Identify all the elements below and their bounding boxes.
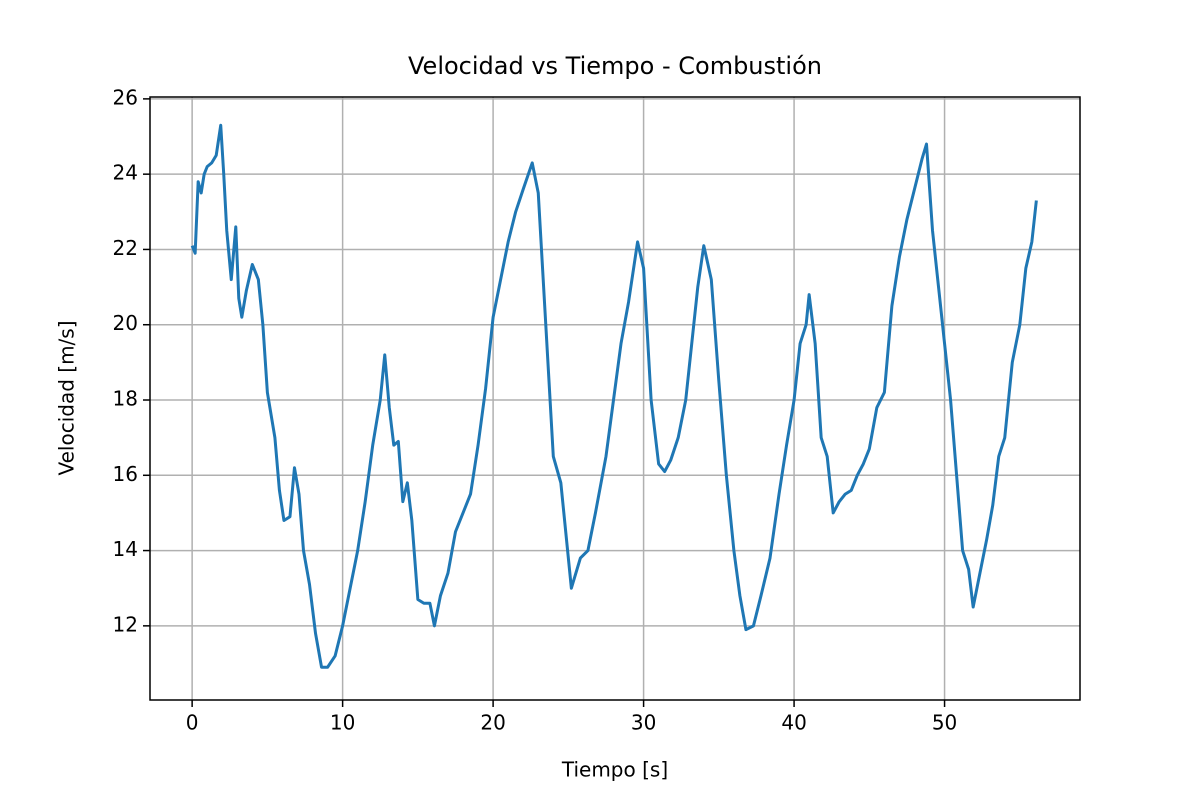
x-tick-label: 50 xyxy=(932,711,957,735)
y-tick-label: 24 xyxy=(113,161,138,185)
y-tick-label: 16 xyxy=(113,462,138,486)
x-tick-label: 10 xyxy=(330,711,355,735)
y-tick-label: 22 xyxy=(113,236,138,260)
data-line xyxy=(190,123,1038,669)
x-tick-label: 30 xyxy=(631,711,656,735)
y-axis-label: Velocidad [m/s] xyxy=(55,320,79,475)
x-axis-label: Tiempo [s] xyxy=(561,758,668,782)
y-tick-label: 18 xyxy=(113,387,138,411)
y-tick-label: 20 xyxy=(113,311,138,335)
chart-title: Velocidad vs Tiempo - Combustión xyxy=(408,52,822,80)
x-tick-label: 40 xyxy=(781,711,806,735)
plot-frame xyxy=(149,96,1081,701)
y-tick-label: 14 xyxy=(113,537,138,561)
y-tick-label: 12 xyxy=(113,612,138,636)
x-tick-label: 0 xyxy=(186,711,199,735)
x-tick-label: 20 xyxy=(480,711,505,735)
y-tick-label: 26 xyxy=(113,85,138,109)
